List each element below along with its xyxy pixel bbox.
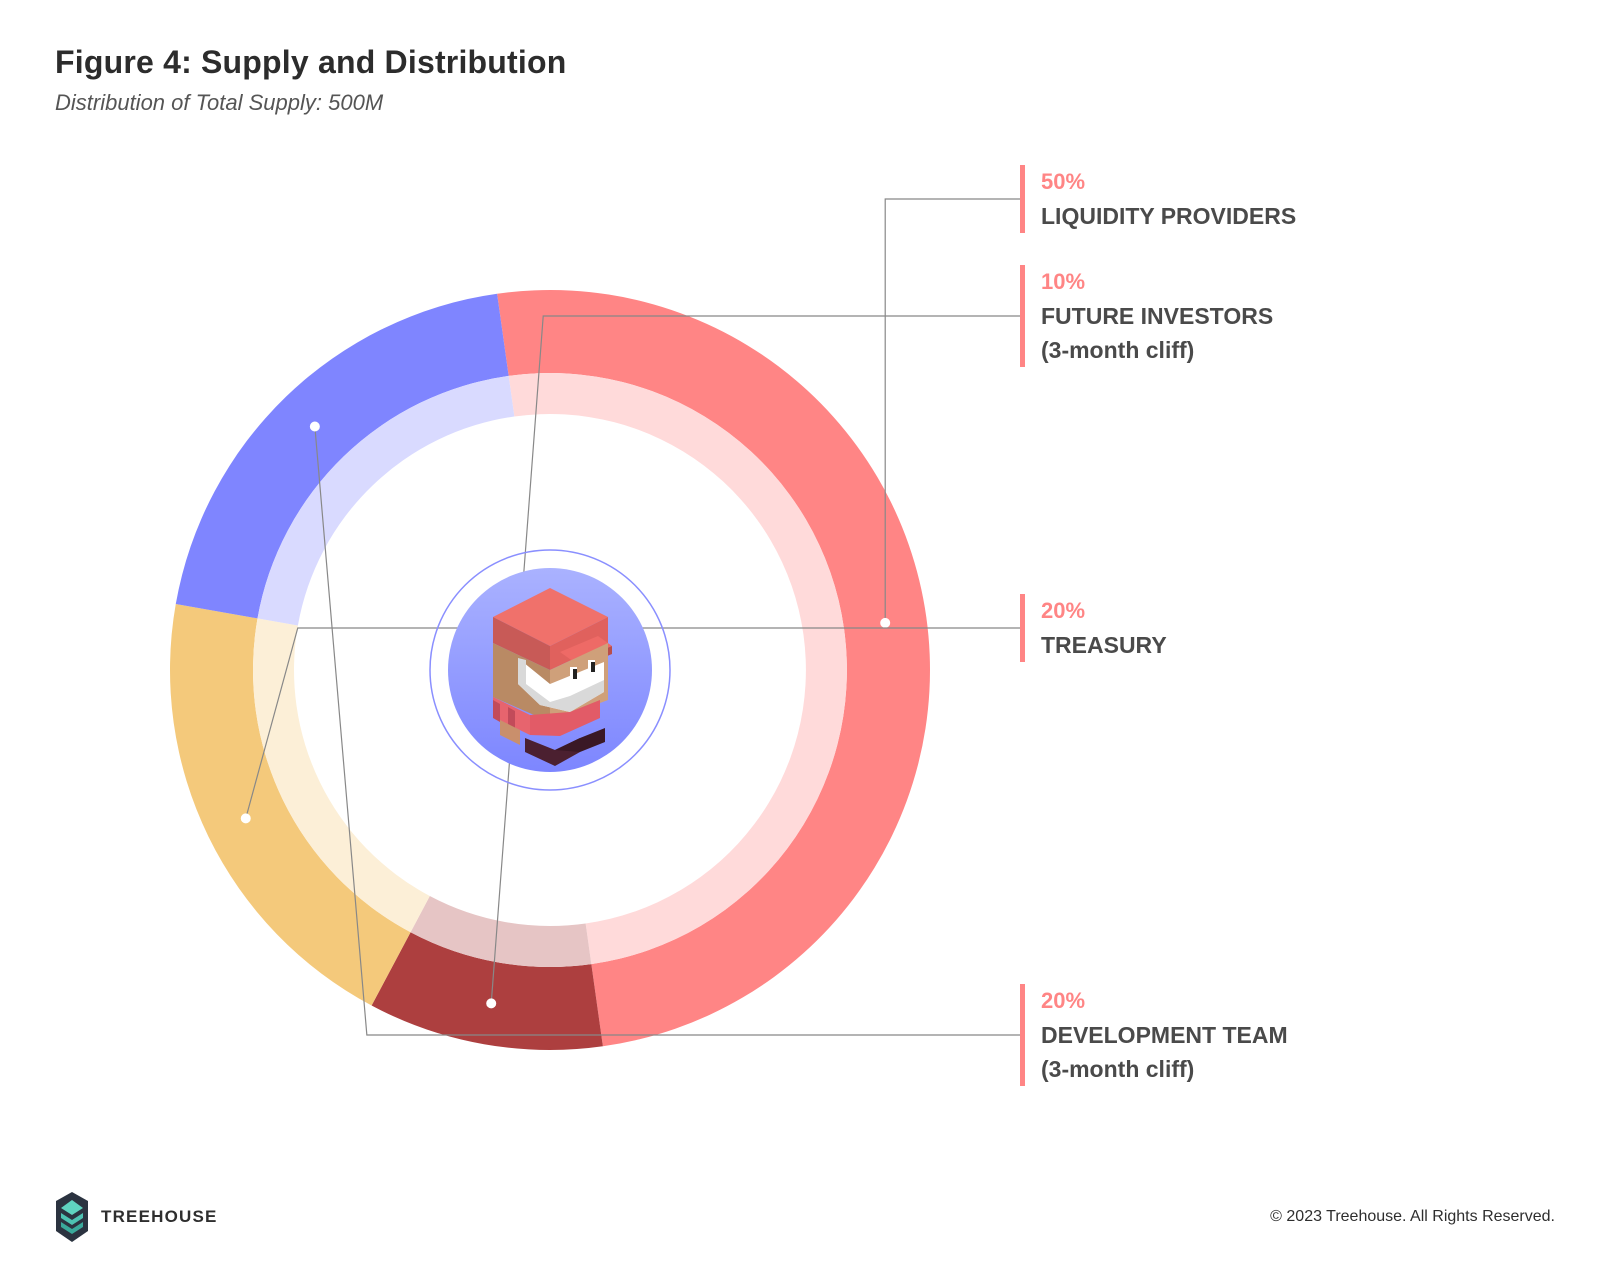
legend-note: (3-month cliff) [1041, 1056, 1195, 1082]
leader-dot [880, 617, 891, 628]
legend-item-treasury: 20% TREASURY [1020, 594, 1167, 662]
leader-line [314, 426, 1020, 1036]
leader-dot [240, 813, 251, 824]
legend-item-future-investors: 10% FUTURE INVESTORS (3-month cliff) [1020, 265, 1273, 367]
donut-slices [170, 290, 931, 1050]
slice-inner-band [253, 618, 430, 933]
brand-name: TREEHOUSE [101, 1207, 218, 1226]
legend-percent: 20% [1041, 988, 1086, 1013]
leader-line [245, 627, 1020, 819]
gnome-mascot-icon [493, 588, 612, 766]
chart-subtitle: Distribution of Total Supply: 500M [55, 90, 384, 115]
legend-percent: 20% [1041, 598, 1086, 623]
slice-development-team [175, 293, 509, 619]
treehouse-logo-icon [56, 1192, 88, 1242]
leader-lines [240, 198, 1020, 1036]
legend-label: FUTURE INVESTORS [1041, 303, 1274, 329]
footer-brand: TREEHOUSE [55, 1191, 218, 1243]
legend-note: (3-month cliff) [1041, 337, 1195, 363]
slice-inner-band [257, 375, 515, 626]
legend-label: TREASURY [1041, 632, 1167, 658]
leader-dot [309, 421, 320, 432]
legend-label: DEVELOPMENT TEAM [1041, 1022, 1288, 1048]
legend-item-development-team: 20% DEVELOPMENT TEAM (3-month cliff) [1020, 984, 1288, 1086]
slice-treasury [170, 604, 411, 1006]
slice-liquidity-providers [497, 290, 931, 1047]
slice-inner-band [410, 896, 592, 967]
slice-inner-band [508, 373, 847, 965]
leader-line [490, 315, 1020, 1004]
legend-label: LIQUIDITY PROVIDERS [1041, 203, 1297, 229]
legend-percent: 10% [1041, 269, 1086, 294]
slice-future-investors [371, 932, 603, 1050]
chart-title: Figure 4: Supply and Distribution [55, 44, 567, 80]
legend-percent: 50% [1041, 169, 1086, 194]
copyright-notice: © 2023 Treehouse. All Rights Reserved. [1270, 1208, 1555, 1225]
leader-line [884, 198, 1020, 623]
leader-dot [486, 998, 497, 1009]
legend-item-liquidity-providers: 50% LIQUIDITY PROVIDERS [1020, 165, 1296, 233]
